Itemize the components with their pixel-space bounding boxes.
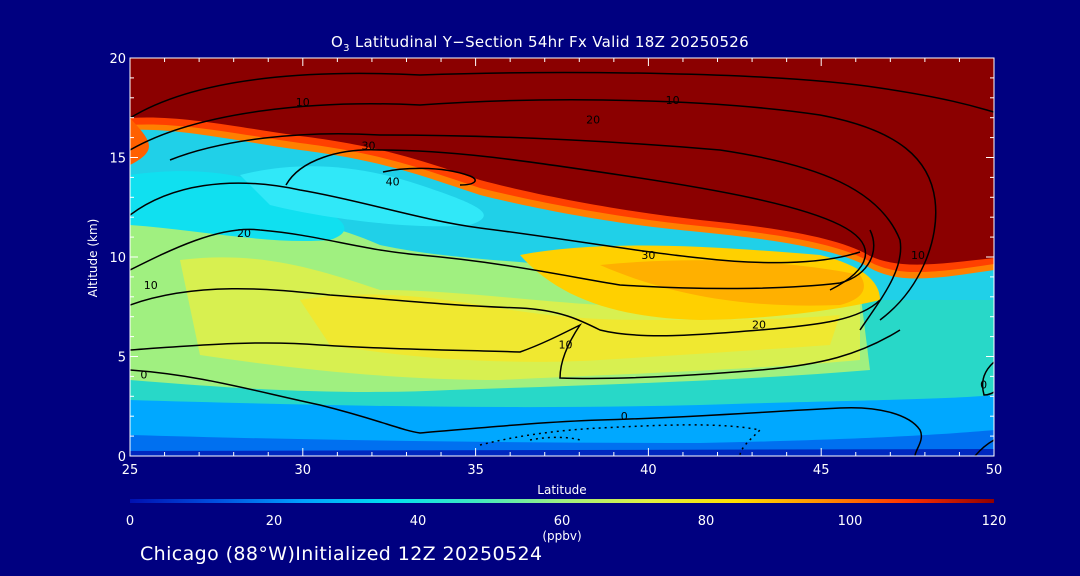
contour-line-0-lower: [130, 369, 923, 456]
colorbar-gradient: [130, 499, 994, 503]
x-axis: 25 30 35 40 45 50: [122, 58, 1003, 478]
contour-line-30-stratosphere: [169, 133, 902, 331]
contour-lines: [130, 71, 994, 456]
title-species: O: [331, 33, 344, 51]
colorbar-tick-label: 80: [698, 514, 715, 529]
colorbar-tick-label: 0: [126, 514, 134, 529]
contour-line-20-middle: [130, 288, 881, 337]
contour-label: 0: [621, 410, 628, 423]
contour-line-20-stratosphere: [130, 99, 937, 321]
contour-line-10-stratosphere: [130, 71, 994, 119]
x-tick-label: 45: [813, 463, 830, 478]
y-tick-label: 5: [118, 351, 126, 366]
contour-label: 30: [641, 249, 655, 262]
field-band-mid-cyan: [240, 166, 484, 227]
contour-label: 40: [386, 175, 400, 188]
run-info: Chicago (88°W)Initialized 12Z 20250524: [140, 543, 543, 565]
contour-line-30-inner: [285, 149, 867, 291]
x-tick-label: 50: [986, 463, 1003, 478]
field-band-yellow: [300, 294, 840, 362]
contour-label: 20: [586, 114, 600, 127]
field-band-surface-dark-blue: [130, 449, 994, 456]
y-axis: 0 5 10 15 20: [109, 52, 994, 465]
title-text: Latitudinal Y−Section 54hr Fx Valid 18Z …: [349, 33, 749, 51]
field-band-left-cyan: [130, 171, 345, 242]
field-band-left-orange-edge: [130, 118, 149, 165]
y-axis-label: Altitude (km): [86, 219, 100, 298]
contour-labels: 10 10 20 30 40 20 30 10 20 10 10 0 0 0: [140, 94, 987, 423]
contour-line-20-upper: [130, 182, 861, 264]
colorbar-tick-label: 20: [266, 514, 283, 529]
contour-label: 10: [558, 339, 572, 352]
x-tick-label: 25: [122, 463, 139, 478]
plot-area: 10 10 20 30 40 20 30 10 20 10 10 0 0 0: [130, 58, 994, 456]
y-tick-label: 15: [109, 152, 126, 167]
colorbar-tick-label: 60: [554, 514, 571, 529]
contour-label: 20: [237, 227, 251, 240]
y-tick-label: 20: [109, 52, 126, 67]
contour-line-40-core: [382, 167, 476, 186]
x-tick-label: 30: [295, 463, 312, 478]
contour-label: 0: [980, 378, 987, 391]
x-tick-label: 40: [640, 463, 657, 478]
x-axis-label: Latitude: [537, 483, 586, 497]
contour-line-0-right-edge: [981, 361, 994, 396]
contour-label: 10: [296, 96, 310, 109]
contour-line-negative-dotted-a: [479, 424, 762, 456]
contour-label: 20: [752, 319, 766, 332]
contour-line-0-surface-right: [974, 439, 994, 456]
contour-label: 30: [361, 140, 375, 153]
colorbar-tick-label: 100: [838, 514, 863, 529]
colorbar-tick-label: 120: [982, 514, 1007, 529]
contour-label: 10: [911, 249, 925, 262]
contour-line-10-upper: [130, 228, 875, 290]
chart-title: O3 Latitudinal Y−Section 54hr Fx Valid 1…: [0, 33, 1080, 54]
colorbar-unit-label: (ppbv): [542, 529, 581, 543]
contour-label: 0: [140, 368, 147, 381]
x-tick-label: 35: [467, 463, 484, 478]
colorbar: 0 20 40 60 80 100 120 (ppbv): [126, 499, 1007, 543]
contour-label: 10: [666, 94, 680, 107]
contour-label: 10: [144, 279, 158, 292]
title-species-subscript: 3: [343, 43, 350, 54]
colorbar-tick-label: 40: [410, 514, 427, 529]
contour-line-10-lower: [130, 323, 901, 380]
colorbar-ticks: 0 20 40 60 80 100 120: [126, 514, 1007, 529]
field-band-orange: [600, 260, 864, 306]
y-tick-label: 0: [118, 450, 126, 465]
y-tick-label: 10: [109, 251, 126, 266]
